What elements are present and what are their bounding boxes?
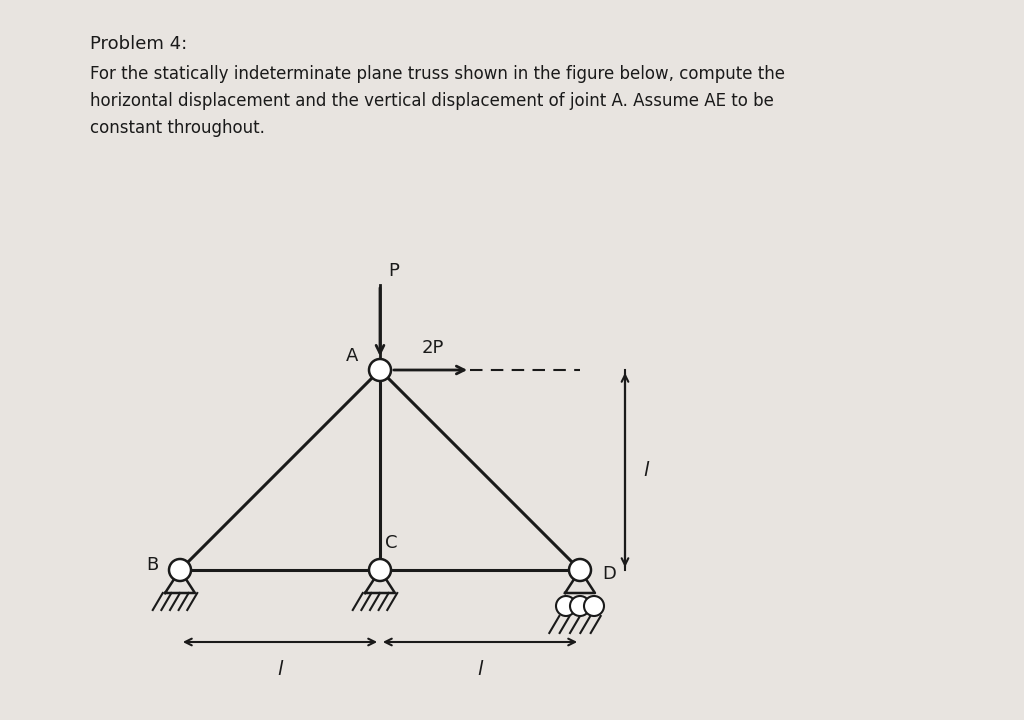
Circle shape [369,559,391,581]
Text: l: l [643,461,648,480]
Text: B: B [145,556,158,574]
Text: l: l [278,660,283,679]
Circle shape [556,596,575,616]
Circle shape [570,596,590,616]
Text: D: D [602,565,615,583]
Circle shape [584,596,604,616]
Text: l: l [477,660,482,679]
Circle shape [169,559,191,581]
Text: C: C [385,534,397,552]
Circle shape [569,559,591,581]
Text: Problem 4:: Problem 4: [90,35,187,53]
Text: 2P: 2P [422,339,444,357]
Circle shape [369,359,391,381]
Text: P: P [388,262,399,280]
Text: For the statically indeterminate plane truss shown in the figure below, compute : For the statically indeterminate plane t… [90,65,785,138]
Text: A: A [346,347,358,365]
